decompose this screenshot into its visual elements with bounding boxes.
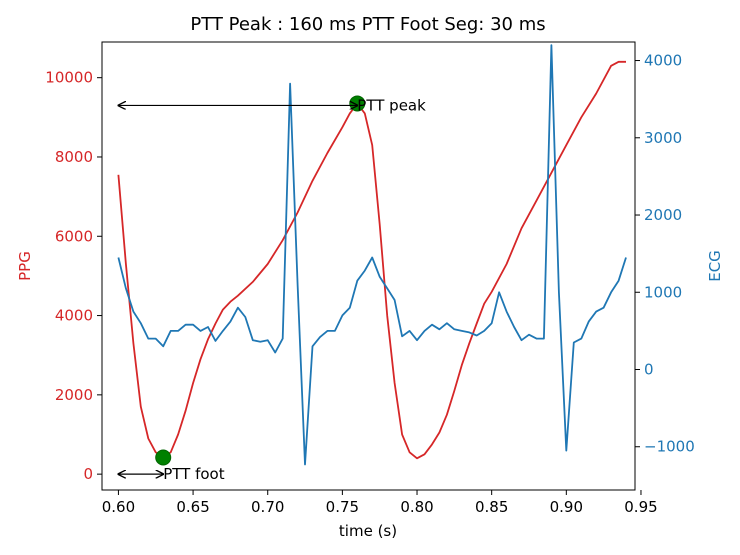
ptt-foot-point-marker [155,449,172,466]
x-tick-label: 0.65 [176,498,209,516]
y-left-tick-label: 6000 [55,227,93,245]
plot-area: 0.60 0.65 0.70 0.75 0.80 0.85 0.90 0.95 0 2000 400… [45,41,695,516]
x-tick-label: 0.75 [326,498,359,516]
x-tick-label: 0.60 [102,498,135,516]
y-left-tick-label: 8000 [55,148,93,166]
y-right-tick-label: 1000 [644,283,682,301]
y-right-tick-label: 2000 [644,206,682,224]
y-left-tick-label: 0 [83,465,93,483]
plot-frame [101,41,636,491]
y-left-tick-label: 4000 [55,307,93,325]
ppg-line [117,60,626,460]
y-right-axis-label: ECG [706,250,724,282]
y-right-tick-label: −1000 [644,438,695,456]
x-tick-label: 0.85 [475,498,508,516]
y-left-axis-label: PPG [16,251,34,281]
y-right-tick-label: 0 [644,361,654,379]
y-right-tick-label: 3000 [644,129,682,147]
ptt-peak-label: PTT peak [357,96,426,114]
chart-title: PTT Peak : 160 ms PTT Foot Seg: 30 ms [190,14,545,35]
x-tick-label: 0.80 [400,498,433,516]
x-tick-label: 0.95 [624,498,657,516]
ecg-line [117,44,627,466]
y-left-tick-label: 2000 [55,386,93,404]
ptt-foot-label: PTT foot [163,465,225,483]
x-axis-label: time (s) [339,522,397,540]
y-right-tick-label: 4000 [644,52,682,70]
y-left-tick-label: 10000 [45,69,93,87]
x-tick-label: 0.70 [251,498,284,516]
x-tick-label: 0.90 [550,498,583,516]
